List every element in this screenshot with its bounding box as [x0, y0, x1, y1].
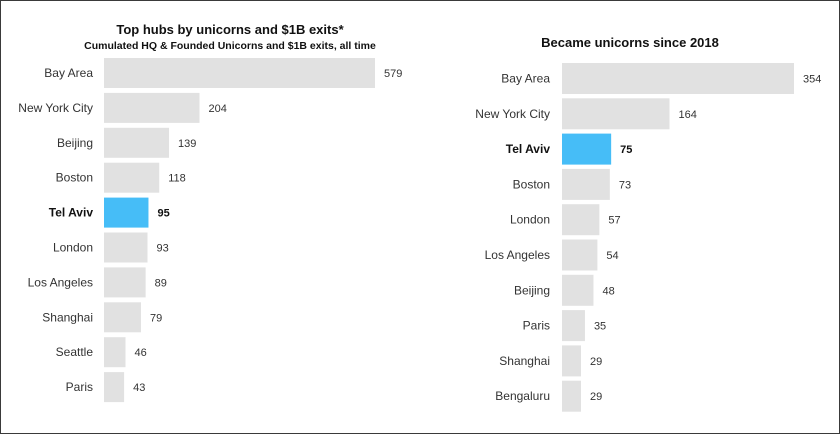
bar — [562, 133, 612, 165]
value-label: 35 — [594, 321, 606, 333]
bar — [562, 310, 585, 342]
category-label: Paris — [66, 380, 93, 394]
value-label: 54 — [606, 250, 618, 262]
bar — [104, 127, 170, 158]
category-label: Bengaluru — [495, 389, 550, 403]
category-label: Beijing — [514, 283, 550, 297]
chart-2-title: Became unicorns since 2018 — [541, 35, 719, 50]
value-label: 73 — [619, 179, 631, 191]
category-label: Paris — [523, 319, 550, 333]
value-label: 29 — [590, 356, 602, 368]
bar — [104, 92, 200, 123]
category-label: Shanghai — [499, 354, 550, 368]
bar — [562, 239, 598, 271]
value-label: 48 — [602, 285, 614, 297]
bar — [562, 345, 582, 377]
value-label: 46 — [135, 347, 147, 359]
value-label: 95 — [157, 208, 169, 220]
value-label: 79 — [150, 312, 162, 324]
value-label: 354 — [803, 74, 821, 86]
bar — [104, 58, 375, 88]
bar — [104, 337, 126, 368]
category-label: Boston — [513, 177, 550, 191]
chart-1-subtitle: Cumulated HQ & Founded Unicorns and $1B … — [84, 40, 376, 52]
category-label: Bay Area — [501, 72, 550, 86]
category-label: Beijing — [57, 136, 93, 150]
value-label: 164 — [678, 109, 696, 121]
category-label: Shanghai — [42, 310, 93, 324]
value-label: 118 — [168, 173, 186, 185]
category-label: London — [53, 241, 93, 255]
chart-2-bars: Bay Area 354 New York City 164 Tel Aviv 75 Bos… — [475, 63, 821, 412]
bar — [104, 232, 148, 263]
chart-1-title: Top hubs by unicorns and $1B exits* — [116, 22, 344, 37]
category-label: Los Angeles — [28, 275, 93, 289]
category-label: Los Angeles — [485, 248, 550, 262]
bar — [562, 380, 582, 412]
value-label: 29 — [590, 391, 602, 403]
category-label: Tel Aviv — [506, 142, 551, 156]
chart-1-bars: Bay Area 579 New York City 204 Beijing 139 Bos… — [18, 58, 402, 403]
category-label: London — [510, 213, 550, 227]
bar — [562, 168, 610, 200]
value-label: 204 — [208, 103, 226, 115]
bar — [104, 372, 125, 403]
value-label: 43 — [133, 382, 145, 394]
bar — [104, 267, 146, 298]
bar — [104, 302, 141, 333]
bar — [562, 63, 794, 94]
bar — [562, 204, 600, 236]
value-label: 75 — [620, 144, 632, 156]
bar — [562, 274, 594, 306]
value-label: 89 — [155, 277, 167, 289]
bar — [562, 98, 670, 130]
category-label: Seattle — [56, 345, 94, 359]
value-label: 139 — [178, 138, 196, 150]
category-label: New York City — [18, 101, 93, 115]
category-label: Tel Aviv — [49, 206, 94, 220]
category-label: Bay Area — [44, 66, 93, 80]
bar — [104, 162, 160, 193]
value-label: 579 — [384, 68, 402, 80]
category-label: New York City — [475, 107, 550, 121]
category-label: Boston — [56, 171, 93, 185]
value-label: 57 — [608, 215, 620, 227]
bar — [104, 197, 149, 228]
value-label: 93 — [157, 243, 169, 255]
